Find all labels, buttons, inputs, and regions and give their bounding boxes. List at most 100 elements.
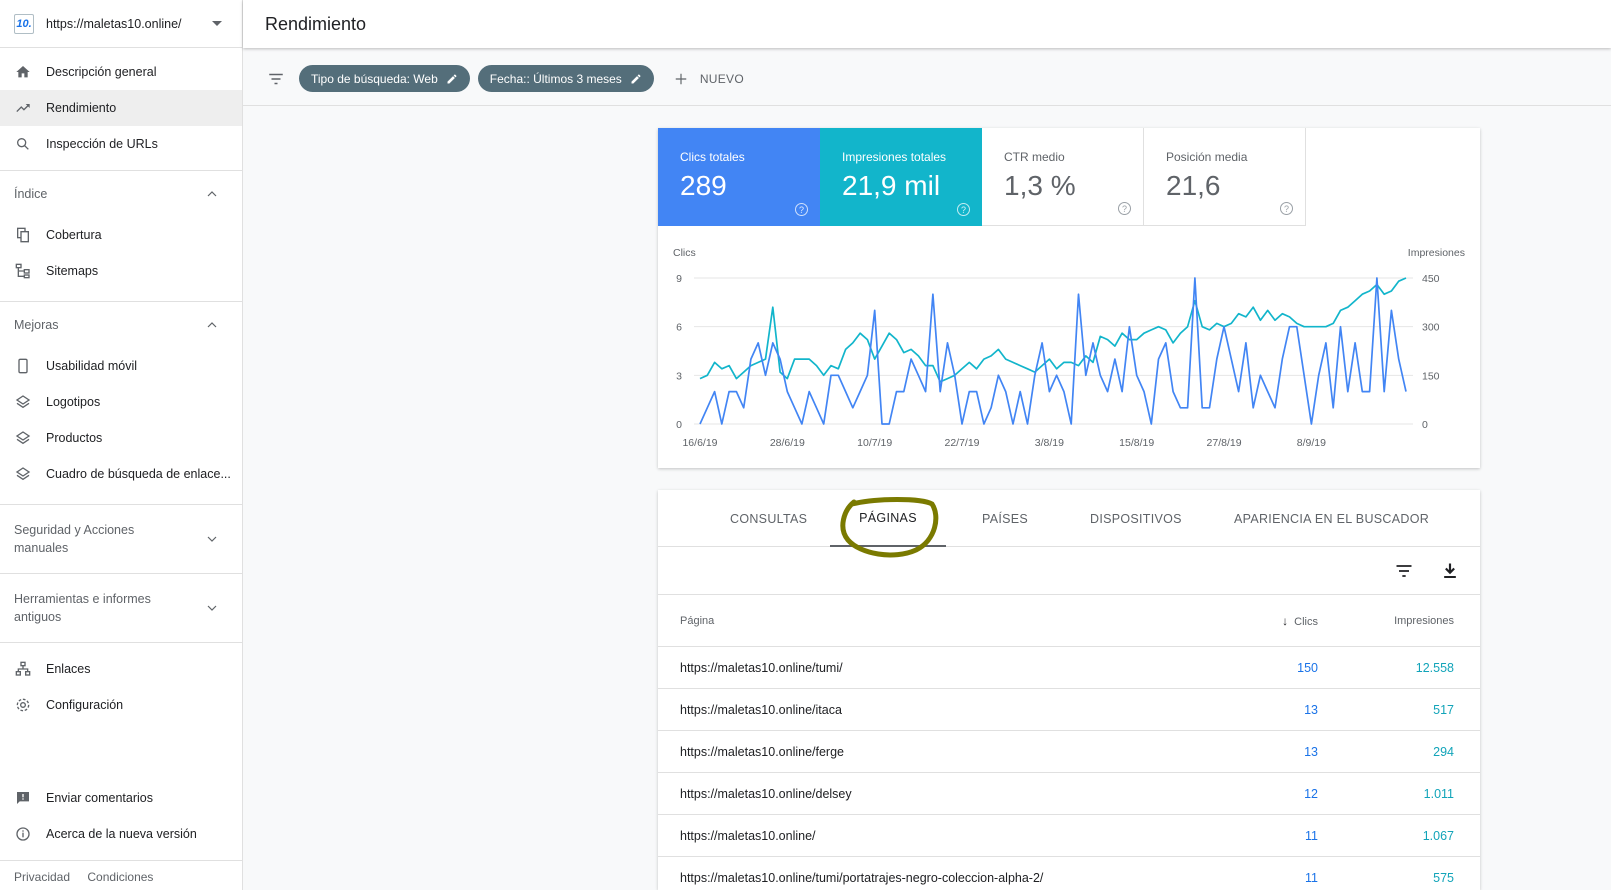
filter-icon[interactable] [267, 70, 285, 88]
new-filter-button[interactable]: NUEVO [674, 72, 744, 86]
metric-total-clicks[interactable]: Clics totales 289 ? [658, 128, 820, 226]
right-tick-label: 150 [1422, 370, 1440, 382]
table-row[interactable]: https://maletas10.online/ferge 13 294 [658, 731, 1480, 773]
row-clicks: 12 [1304, 786, 1318, 801]
privacy-link[interactable]: Privacidad [14, 870, 71, 884]
x-tick-label: 3/8/19 [1035, 437, 1064, 449]
filter-rows-icon[interactable] [1394, 561, 1414, 581]
series-line-clicks [699, 277, 1407, 425]
sidebar-item-label: Cuadro de búsqueda de enlace... [46, 467, 231, 481]
left-tick-label: 6 [676, 322, 682, 334]
metric-value: 21,6 [1166, 170, 1221, 201]
column-header-clicks[interactable]: ↓ Clics [1282, 614, 1318, 628]
row-impressions: 1.011 [1423, 786, 1454, 801]
row-page: https://maletas10.online/itaca [680, 702, 842, 717]
filter-chip-date[interactable]: Fecha:: Últimos 3 meses [477, 65, 654, 92]
metric-tiles: Clics totales 289 ? Impresiones totales … [658, 128, 1480, 226]
x-tick-label: 15/8/19 [1119, 437, 1154, 449]
column-header-impressions[interactable]: Impresiones [1394, 614, 1454, 627]
filter-bar: Tipo de búsqueda: Web Fecha:: Últimos 3 … [243, 52, 1611, 106]
help-icon[interactable]: ? [795, 203, 808, 216]
sidebar-item-performance[interactable]: Rendimiento [0, 90, 242, 126]
tab-pages[interactable]: PÁGINAS [830, 490, 946, 547]
section-title-line: manuales [14, 541, 69, 555]
download-icon[interactable] [1440, 561, 1460, 581]
section-index[interactable]: Índice [0, 171, 242, 217]
sidebar-item-label: Productos [46, 431, 103, 445]
table-row[interactable]: https://maletas10.online/tumi/portatraje… [658, 857, 1480, 890]
tab-queries[interactable]: CONSULTAS [730, 511, 808, 526]
section-title-line: Seguridad y Acciones [14, 523, 135, 537]
metric-total-impressions[interactable]: Impresiones totales 21,9 mil ? [820, 128, 982, 226]
chevron-up-icon [207, 191, 217, 197]
sidebar-item-sitemaps[interactable]: Sitemaps [0, 253, 242, 289]
table-row[interactable]: https://maletas10.online/tumi/ 150 12.55… [658, 647, 1480, 689]
sidebar-item-settings[interactable]: Configuración [0, 687, 242, 723]
performance-chart[interactable]: Clics Impresiones 0 3 6 9 0 150 300 450 16/6/1… [658, 242, 1480, 458]
x-tick-label: 16/6/19 [682, 437, 717, 449]
left-axis-label: Clics [673, 247, 696, 259]
right-tick-label: 450 [1422, 273, 1440, 285]
series-line-impressions [699, 277, 1407, 383]
sidebar-item-sitelinks-searchbox[interactable]: Cuadro de búsqueda de enlace... [0, 456, 242, 492]
sitemap-icon [14, 262, 32, 280]
sidebar-item-links[interactable]: Enlaces [0, 651, 242, 687]
layers-icon [14, 429, 32, 447]
legal-links: Privacidad Condiciones [14, 870, 167, 884]
sidebar-item-logos[interactable]: Logotipos [0, 384, 242, 420]
left-axis-ticks: 0 3 6 9 [676, 273, 682, 431]
metric-average-position[interactable]: Posición media 21,6 ? [1144, 128, 1306, 226]
sidebar-item-mobile-usability[interactable]: Usabilidad móvil [0, 348, 242, 384]
table-row[interactable]: https://maletas10.online/ 11 1.067 [658, 815, 1480, 857]
sidebar-item-label: Cobertura [46, 228, 102, 242]
right-axis-ticks: 0 150 300 450 [1422, 273, 1440, 431]
property-selector[interactable]: 10. https://maletas10.online/ [0, 0, 242, 48]
sidebar-item-coverage[interactable]: Cobertura [0, 217, 242, 253]
help-icon[interactable]: ? [1118, 202, 1131, 215]
section-legacy-tools[interactable]: Herramientas e informes antiguos [0, 574, 242, 642]
x-tick-label: 22/7/19 [944, 437, 979, 449]
sidebar-item-label: Acerca de la nueva versión [46, 827, 197, 841]
row-page: https://maletas10.online/delsey [680, 786, 852, 801]
sidebar-item-overview[interactable]: Descripción general [0, 54, 242, 90]
right-tick-label: 300 [1422, 322, 1440, 334]
table-row[interactable]: https://maletas10.online/itaca 13 517 [658, 689, 1480, 731]
tab-search-appearance[interactable]: APARIENCIA EN EL BUSCADOR [1234, 511, 1430, 526]
sidebar-item-send-feedback[interactable]: Enviar comentarios [0, 780, 242, 816]
app-header: Rendimiento [243, 0, 1611, 48]
sidebar-item-label: Logotipos [46, 395, 101, 409]
row-clicks: 11 [1305, 828, 1318, 843]
chip-label: Tipo de búsqueda: Web [311, 71, 438, 86]
section-security[interactable]: Seguridad y Acciones manuales [0, 505, 242, 573]
tab-countries[interactable]: PAÍSES [982, 511, 1029, 526]
chart-grid [694, 277, 1413, 425]
table-row[interactable]: https://maletas10.online/delsey 12 1.011 [658, 773, 1480, 815]
row-page: https://maletas10.online/tumi/ [680, 660, 843, 675]
help-icon[interactable]: ? [1280, 202, 1293, 215]
row-impressions: 575 [1433, 870, 1454, 885]
sidebar-item-url-inspection[interactable]: Inspección de URLs [0, 126, 242, 162]
sidebar-item-about-new-version[interactable]: Acerca de la nueva versión [0, 816, 242, 852]
column-header-page[interactable]: Página [680, 614, 715, 627]
chevron-down-icon [207, 536, 217, 542]
tab-devices[interactable]: DISPOSITIVOS [1090, 511, 1182, 526]
sidebar-item-products[interactable]: Productos [0, 420, 242, 456]
section-enhancements[interactable]: Mejoras [0, 302, 242, 348]
sidebar-item-label: Descripción general [46, 65, 157, 79]
sidebar-item-label: Usabilidad móvil [46, 359, 138, 373]
property-url: https://maletas10.online/ [46, 16, 182, 31]
new-filter-label: NUEVO [699, 71, 744, 86]
help-icon[interactable]: ? [957, 203, 970, 216]
feedback-icon [14, 789, 32, 807]
sidebar-item-label: Sitemaps [46, 264, 99, 278]
chevron-up-icon [207, 322, 217, 328]
property-logo: 10. [14, 13, 34, 34]
row-impressions: 294 [1433, 744, 1454, 759]
filter-chip-search-type[interactable]: Tipo de búsqueda: Web [299, 65, 470, 92]
row-impressions: 1.067 [1422, 828, 1454, 843]
trending-up-icon [14, 99, 32, 117]
metric-average-ctr[interactable]: CTR medio 1,3 % ? [982, 128, 1144, 226]
right-axis-label: Impresiones [1408, 247, 1465, 259]
sidebar-item-label: Inspección de URLs [46, 137, 158, 151]
terms-link[interactable]: Condiciones [87, 870, 154, 884]
